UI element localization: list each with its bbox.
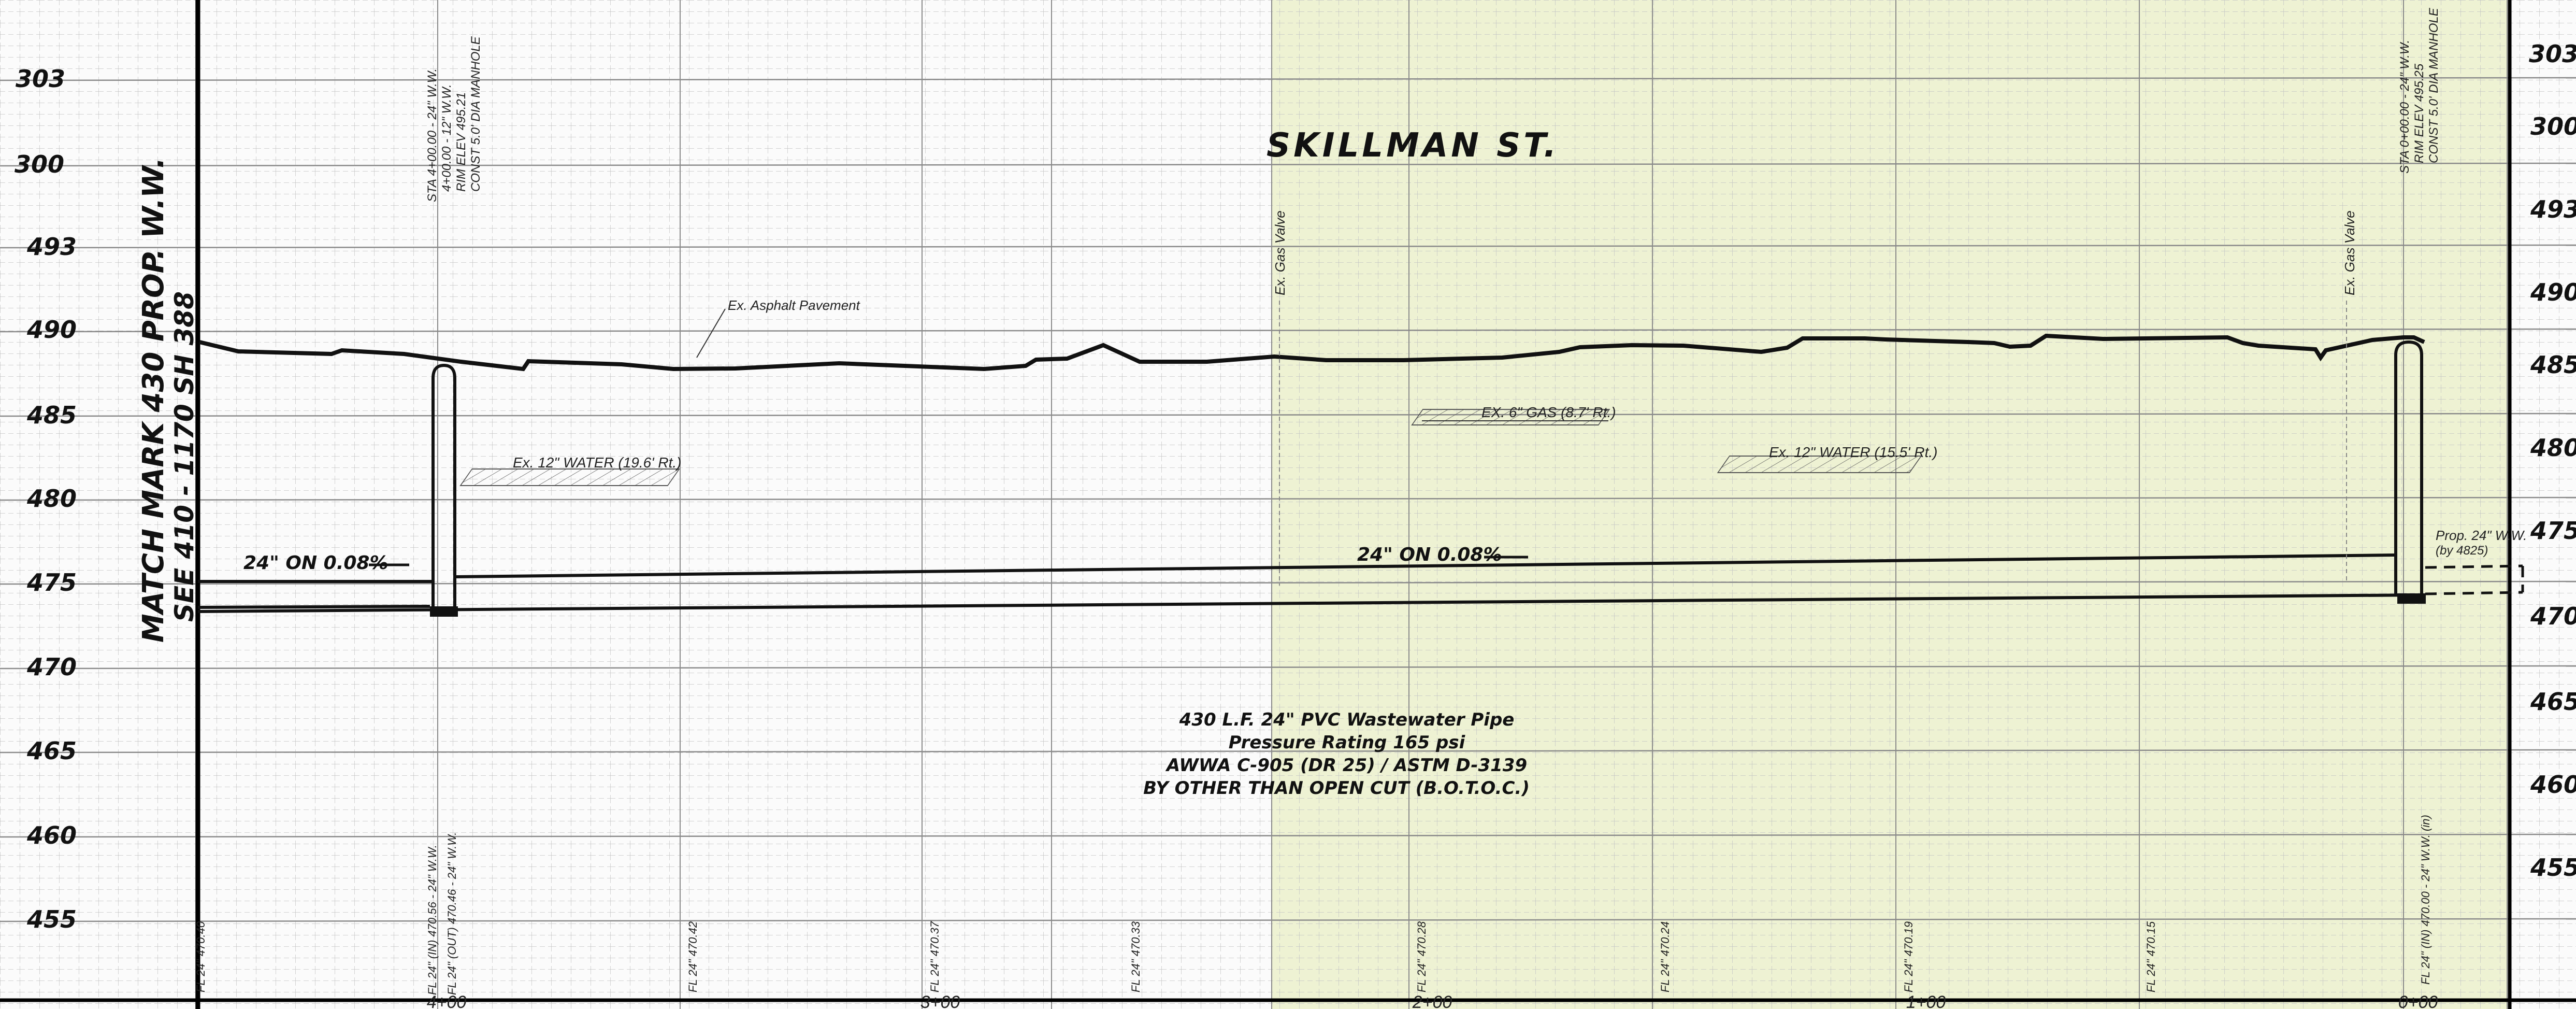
pipe-note-line-2: Pressure Rating 165 psi xyxy=(1229,732,1466,753)
elev-label: 303 xyxy=(2529,40,2576,68)
valve-mid-note: Ex. Gas Valve xyxy=(1272,210,1288,295)
existing-ground-line xyxy=(199,333,2425,372)
elevation-axis-left: 303 300 493 490 485 480 475 470 465 460 … xyxy=(15,65,77,933)
lm-const: CONST 5.0' DIA MANHOLE xyxy=(469,36,483,192)
elev-label: 485 xyxy=(2530,351,2576,379)
elev-label: 455 xyxy=(26,905,77,933)
match-line-note: MATCH MARK 430 PROP. W.W. SEE 410 - 1170… xyxy=(137,158,199,643)
gas-label: EX. 6" GAS (8.7' Rt.) xyxy=(1481,404,1616,420)
elev-label: 490 xyxy=(26,316,77,344)
water-right-hatch xyxy=(1717,456,1922,473)
water-left-hatch xyxy=(459,468,681,486)
elev-label: 465 xyxy=(26,737,77,765)
left-manhole-fl-notes: FL 24" (IN) 470.56 - 24" W.W. xyxy=(426,845,439,995)
match-line-text-1: MATCH MARK 430 PROP. W.W. xyxy=(137,158,170,643)
elev-label: 480 xyxy=(2530,434,2576,462)
prop-pipe-label-2: (by 4825) xyxy=(2436,544,2488,558)
pipe-note-line-1: 430 L.F. 24" PVC Wastewater Pipe xyxy=(1179,709,1515,730)
street-title: SKILLMAN ST. xyxy=(1267,126,1559,165)
elev-label: 485 xyxy=(26,401,77,429)
elev-label: 455 xyxy=(2530,854,2576,882)
left-manhole xyxy=(431,363,456,612)
rm-fl: FL 24" (IN) 470.00 - 24" W.W. (in) xyxy=(2419,815,2432,985)
match-line-text-2: SEE 410 - 1170 SH 388 xyxy=(169,291,199,622)
fl-label: FL 24" 470.40 xyxy=(194,921,207,992)
fl-label-row: FL 24" 470.40 FL 24" 470.42 FL 24" 470.3… xyxy=(194,921,2157,992)
left-manhole-fl-notes-2: FL 24" (OUT) 470.46 - 24" W.W. xyxy=(445,832,458,995)
station-label: 2+00 xyxy=(1412,992,1452,1009)
left-manhole-notes: STA 4+00.00 - 24" W.W. 4+00.00 - 12" W.W… xyxy=(425,36,483,202)
right-manhole-notes: STA 0+00.00 - 24" W.W. RIM ELEV 495.25 C… xyxy=(2398,7,2441,174)
elev-label: 300 xyxy=(2530,112,2576,140)
water-right-label: Ex. 12" WATER (15.5' Rt.) xyxy=(1769,444,1937,460)
left-manhole-base xyxy=(430,606,458,617)
lm-rim: RIM ELEV 495.21 xyxy=(454,92,468,192)
fl-label: FL 24" 470.42 xyxy=(686,921,699,992)
elev-label: 303 xyxy=(16,65,65,93)
elev-label: 300 xyxy=(15,150,64,178)
elevation-axis-right: 303 300 493 490 485 480 475 470 465 460 … xyxy=(2529,40,2576,882)
elev-label: 480 xyxy=(26,485,77,513)
elev-label: 470 xyxy=(26,653,77,681)
station-label: 1+00 xyxy=(1906,992,1946,1009)
rm-rim: RIM ELEV 495.25 xyxy=(2412,63,2426,163)
station-labels: 4+00 3+00 2+00 1+00 0+00 xyxy=(427,992,2438,1009)
pipe-spec-note: 430 L.F. 24" PVC Wastewater Pipe Pressur… xyxy=(1143,709,1530,799)
valve-right-note: Ex. Gas Valve xyxy=(2342,210,2357,295)
elev-label: 470 xyxy=(2530,602,2576,630)
elev-label: 493 xyxy=(26,233,77,261)
station-label: 4+00 xyxy=(427,992,467,1009)
pipe-note-line-3: AWWA C-905 (DR 25) / ASTM D-3139 xyxy=(1165,755,1527,776)
elev-label: 460 xyxy=(2530,771,2576,799)
elev-label: 465 xyxy=(2530,688,2576,716)
right-manhole xyxy=(2394,340,2423,595)
water-left-label: Ex. 12" WATER (19.6' Rt.) xyxy=(513,454,681,471)
station-label: 3+00 xyxy=(920,992,960,1009)
lm-fl-out: FL 24" (OUT) 470.46 - 24" W.W. xyxy=(445,832,458,995)
asphalt-label: Ex. Asphalt Pavement xyxy=(728,297,861,313)
pipe-note-line-4: BY OTHER THAN OPEN CUT (B.O.T.O.C.) xyxy=(1143,778,1530,799)
elev-label: 493 xyxy=(2530,195,2576,223)
valve-mid-label: Ex. Gas Valve xyxy=(1272,210,1288,295)
pipe-slope-left: 24" ON 0.08% xyxy=(243,552,388,574)
future-pipe xyxy=(2425,564,2524,595)
rm-const: CONST 5.0' DIA MANHOLE xyxy=(2427,7,2441,163)
lm-sta: STA 4+00.00 - 24" W.W. xyxy=(425,68,439,202)
elev-label: 475 xyxy=(2530,517,2576,545)
fl-label: FL 24" 470.37 xyxy=(928,921,941,992)
right-manhole-fl-notes: FL 24" (IN) 470.00 - 24" W.W. (in) xyxy=(2419,815,2432,985)
prop-pipe-label: Prop. 24" W.W. xyxy=(2436,528,2527,543)
fl-label: FL 24" 470.28 xyxy=(1415,921,1428,992)
elev-label: 490 xyxy=(2530,278,2576,306)
pipe-slope-main: 24" ON 0.08% xyxy=(1357,544,1502,565)
fl-label: FL 24" 470.19 xyxy=(1902,921,1915,992)
lm-sta-detail: 4+00.00 - 12" W.W. xyxy=(440,84,454,192)
major-horizontal-grid xyxy=(0,77,2576,922)
station-label: 0+00 xyxy=(2398,992,2438,1009)
elev-label: 475 xyxy=(26,569,77,596)
fl-label: FL 24" 470.24 xyxy=(1659,921,1672,992)
asphalt-leader xyxy=(696,308,726,358)
elev-label: 460 xyxy=(26,821,77,849)
lm-fl-in: FL 24" (IN) 470.56 - 24" W.W. xyxy=(426,845,439,995)
fl-label: FL 24" 470.15 xyxy=(2145,921,2157,992)
fl-label: FL 24" 470.33 xyxy=(1129,921,1142,992)
valve-right-label: Ex. Gas Valve xyxy=(2342,210,2357,295)
proposed-pipe xyxy=(197,553,2426,613)
rm-sta: STA 0+00.00 - 24" W.W. xyxy=(2398,40,2412,174)
